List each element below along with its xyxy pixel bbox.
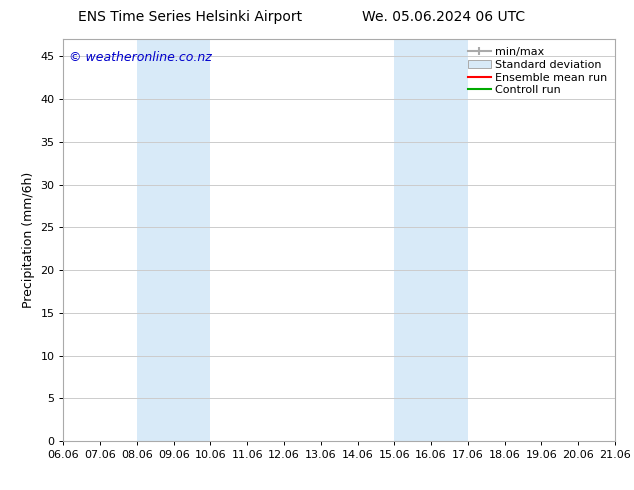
Text: ENS Time Series Helsinki Airport: ENS Time Series Helsinki Airport bbox=[78, 10, 302, 24]
Y-axis label: Precipitation (mm/6h): Precipitation (mm/6h) bbox=[22, 172, 35, 308]
Text: © weatheronline.co.nz: © weatheronline.co.nz bbox=[69, 51, 212, 64]
Bar bbox=[394, 39, 468, 441]
Text: We. 05.06.2024 06 UTC: We. 05.06.2024 06 UTC bbox=[362, 10, 526, 24]
Bar bbox=[137, 39, 210, 441]
Legend: min/max, Standard deviation, Ensemble mean run, Controll run: min/max, Standard deviation, Ensemble me… bbox=[466, 45, 609, 98]
